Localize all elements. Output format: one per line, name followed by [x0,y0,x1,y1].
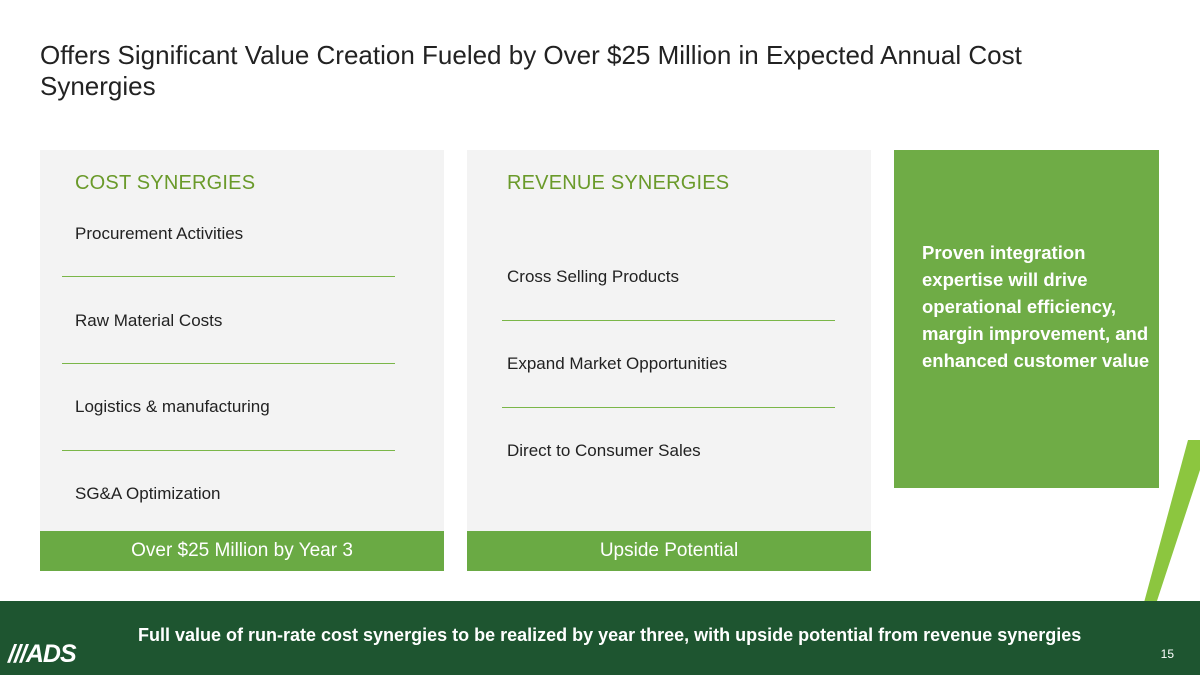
revenue-item-expand-market: Expand Market Opportunities [507,354,728,373]
slide-title: Offers Significant Value Creation Fueled… [40,40,1022,101]
divider [502,407,835,408]
page-number: 15 [1160,647,1174,661]
revenue-synergies-panel: REVENUE SYNERGIES Cross Selling Products… [467,150,871,531]
decorative-slash [1142,440,1200,610]
revenue-item-direct-consumer: Direct to Consumer Sales [507,441,701,460]
divider [502,320,835,321]
cost-item-sga: SG&A Optimization [75,484,221,503]
cost-item-logistics: Logistics & manufacturing [75,397,270,416]
cost-item-raw-material: Raw Material Costs [75,311,223,330]
divider [62,363,395,364]
divider [62,276,395,277]
cost-item-procurement: Procurement Activities [75,224,244,243]
revenue-synergies-header: REVENUE SYNERGIES [507,172,730,194]
cost-synergies-header: COST SYNERGIES [75,172,256,194]
integration-callout: Proven integration expertise will drive … [894,150,1159,488]
bottom-band: ///ADS Full value of run-rate cost syner… [0,601,1200,675]
bottom-summary-text: Full value of run-rate cost synergies to… [138,625,1082,645]
cost-synergies-footer: Over $25 Million by Year 3 [40,531,444,571]
revenue-synergies-footer: Upside Potential [467,531,871,571]
divider [62,450,395,451]
callout-text: Proven integration expertise will drive … [922,242,1150,371]
ads-logo: ///ADS [8,640,77,668]
revenue-item-cross-selling: Cross Selling Products [507,267,679,286]
cost-synergies-panel: COST SYNERGIES Procurement Activities Ra… [40,150,444,531]
